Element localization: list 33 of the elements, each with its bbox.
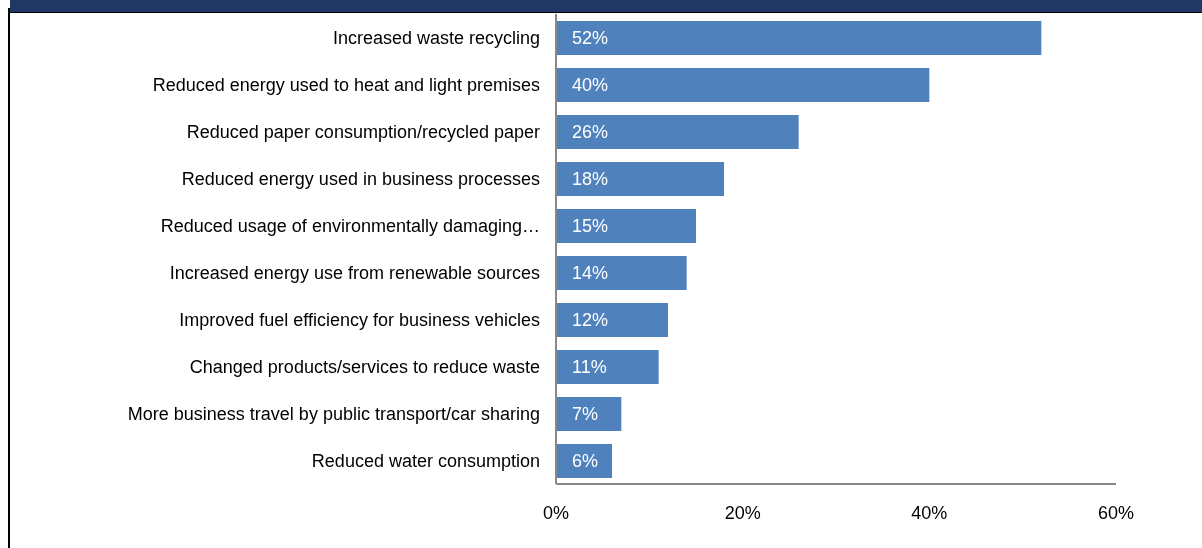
bar — [556, 256, 687, 290]
data-label: 12% — [572, 310, 609, 331]
bar — [556, 350, 659, 384]
bar — [556, 397, 622, 431]
data-label: 15% — [572, 216, 609, 237]
y-tick-label: Improved fuel efficiency for business vehicles — [179, 309, 540, 330]
data-label: 6% — [572, 451, 599, 472]
data-label: 11% — [572, 357, 607, 378]
bar — [556, 21, 1042, 55]
x-tick-label: 60% — [1097, 502, 1135, 523]
x-tick-label: 20% — [724, 502, 761, 523]
x-tick-label: 40% — [911, 502, 948, 523]
y-tick-label: Reduced paper consumption/recycled paper — [186, 121, 540, 142]
data-label: 52% — [572, 28, 609, 49]
bar — [556, 162, 724, 196]
y-tick-label: More business travel by public transport/car sharing — [127, 403, 540, 424]
bar — [556, 115, 799, 149]
data-label: 40% — [572, 75, 609, 96]
x-tick-label: 0% — [542, 502, 570, 523]
bar — [556, 68, 930, 102]
y-tick-label: Reduced energy used to heat and light premises — [152, 74, 540, 95]
data-label: 14% — [572, 263, 609, 284]
y-tick-label: Reduced energy used in business processes — [181, 168, 540, 189]
data-label: 7% — [572, 404, 599, 425]
y-tick-label: Increased energy use from renewable sources — [169, 262, 540, 283]
data-label: 18% — [572, 169, 609, 190]
y-tick-label: Reduced usage of environmentally damaging… — [160, 215, 540, 236]
y-tick-label: Changed products/services to reduce waste — [189, 356, 540, 377]
data-label: 26% — [572, 122, 609, 143]
y-tick-label: Increased waste recycling — [332, 27, 540, 48]
bar — [556, 303, 668, 337]
bar — [556, 209, 696, 243]
y-tick-label: Reduced water consumption — [311, 450, 540, 471]
